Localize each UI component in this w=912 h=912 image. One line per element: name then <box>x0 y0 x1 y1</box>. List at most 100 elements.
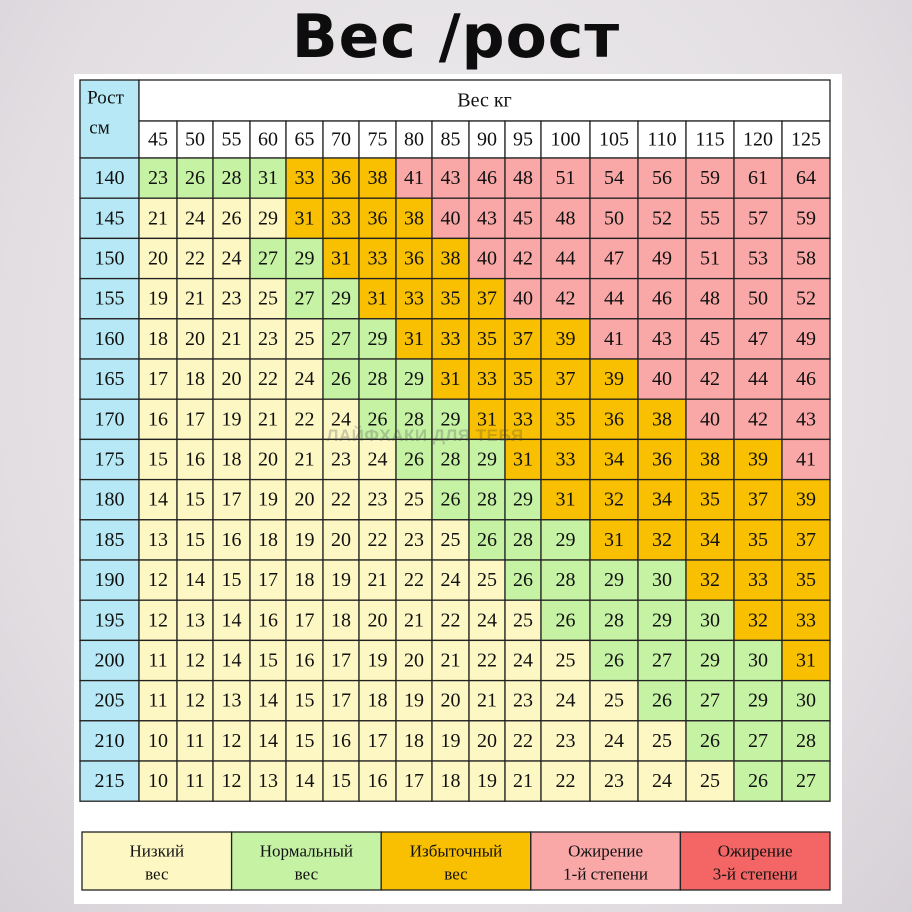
bmi-value: 31 <box>556 489 576 511</box>
bmi-cell <box>322 398 360 441</box>
bmi-value: 31 <box>513 449 533 471</box>
bmi-value: 14 <box>148 489 168 511</box>
bmi-cell <box>733 237 783 280</box>
bmi-value: 58 <box>796 248 816 270</box>
bmi-value: 30 <box>700 609 720 631</box>
bmi-cell <box>249 398 287 441</box>
bmi-cell <box>468 318 506 360</box>
height-header-205: 205 <box>95 690 125 712</box>
bmi-value: 26 <box>700 730 720 752</box>
bmi-value: 19 <box>222 408 242 430</box>
bmi-value: 39 <box>604 368 624 390</box>
bmi-value: 36 <box>652 449 672 471</box>
bmi-value: 14 <box>258 730 278 752</box>
bmi-value: 54 <box>604 167 624 189</box>
bmi-value: 22 <box>331 489 351 511</box>
bmi-value: 29 <box>441 408 461 430</box>
bmi-cell <box>249 438 287 481</box>
corner-header-cell <box>79 79 140 159</box>
bmi-value: 23 <box>556 730 576 752</box>
bmi-value: 24 <box>331 408 351 430</box>
bmi-value: 37 <box>556 368 576 390</box>
bmi-value: 22 <box>295 408 315 430</box>
bmi-value: 49 <box>796 328 816 350</box>
bmi-value: 46 <box>477 167 497 189</box>
bmi-value: 17 <box>295 609 315 631</box>
bmi-cell <box>685 519 735 561</box>
bmi-cell <box>431 197 470 240</box>
bmi-value: 19 <box>368 650 388 672</box>
bmi-value: 16 <box>258 609 278 631</box>
bmi-value: 35 <box>556 408 576 430</box>
bmi-cell <box>212 277 251 320</box>
bmi-cell <box>504 639 542 682</box>
bmi-cell <box>781 599 831 642</box>
bmi-value: 21 <box>222 328 242 350</box>
bmi-value: 25 <box>700 770 720 792</box>
weight-header-60: 60 <box>258 129 278 151</box>
height-header-cell <box>79 760 140 802</box>
bmi-cell <box>504 358 542 400</box>
bmi-cell <box>781 519 831 561</box>
weight-header-115: 115 <box>695 129 724 151</box>
bmi-value: 18 <box>404 730 424 752</box>
bmi-value: 47 <box>748 328 768 350</box>
bmi-cell <box>176 358 214 400</box>
bmi-cell <box>540 318 591 360</box>
bmi-value: 35 <box>513 368 533 390</box>
bmi-value: 26 <box>222 207 242 229</box>
bmi-cell <box>781 559 831 601</box>
bmi-value: 27 <box>258 248 278 270</box>
bmi-value: 11 <box>185 730 204 752</box>
bmi-value: 41 <box>604 328 624 350</box>
bmi-value: 15 <box>148 449 168 471</box>
bmi-value: 36 <box>604 408 624 430</box>
bmi-value: 14 <box>222 609 242 631</box>
bmi-value: 35 <box>477 328 497 350</box>
bmi-cell <box>395 237 433 280</box>
bmi-value: 17 <box>404 770 424 792</box>
bmi-value: 18 <box>331 609 351 631</box>
bmi-value: 27 <box>295 288 315 310</box>
bmi-cell <box>249 197 287 240</box>
height-header-cell <box>79 599 140 642</box>
bmi-value: 23 <box>513 690 533 712</box>
bmi-cell <box>781 157 831 199</box>
bmi-value: 13 <box>258 770 278 792</box>
bmi-cell <box>637 438 687 481</box>
bmi-cell <box>685 398 735 441</box>
weight-header-cell <box>781 120 831 159</box>
bmi-cell <box>504 237 542 280</box>
bmi-value: 37 <box>796 529 816 551</box>
bmi-value: 44 <box>556 248 576 270</box>
height-header-cell <box>79 398 140 441</box>
bmi-value: 31 <box>258 167 278 189</box>
bmi-value: 18 <box>258 529 278 551</box>
bmi-value: 26 <box>404 449 424 471</box>
bmi-cell <box>781 478 831 521</box>
bmi-value: 42 <box>513 248 533 270</box>
bmi-value: 29 <box>748 690 768 712</box>
bmi-cell <box>589 358 639 400</box>
legend-label: Ожирение <box>718 842 793 861</box>
bmi-value: 15 <box>331 770 351 792</box>
bmi-value: 30 <box>652 569 672 591</box>
bmi-value: 27 <box>748 730 768 752</box>
bmi-cell <box>176 478 214 521</box>
bmi-value: 29 <box>331 288 351 310</box>
bmi-value: 28 <box>796 730 816 752</box>
bmi-value: 35 <box>441 288 461 310</box>
bmi-cell <box>637 639 687 682</box>
bmi-value: 31 <box>796 650 816 672</box>
bmi-value: 31 <box>368 288 388 310</box>
bmi-value: 37 <box>477 288 497 310</box>
bmi-value: 33 <box>368 248 388 270</box>
bmi-cell <box>322 519 360 561</box>
height-header-140: 140 <box>95 167 125 189</box>
bmi-cell <box>212 398 251 441</box>
height-header-cell <box>79 358 140 400</box>
bmi-value: 28 <box>604 609 624 631</box>
bmi-value: 34 <box>700 529 720 551</box>
bmi-value: 22 <box>368 529 388 551</box>
